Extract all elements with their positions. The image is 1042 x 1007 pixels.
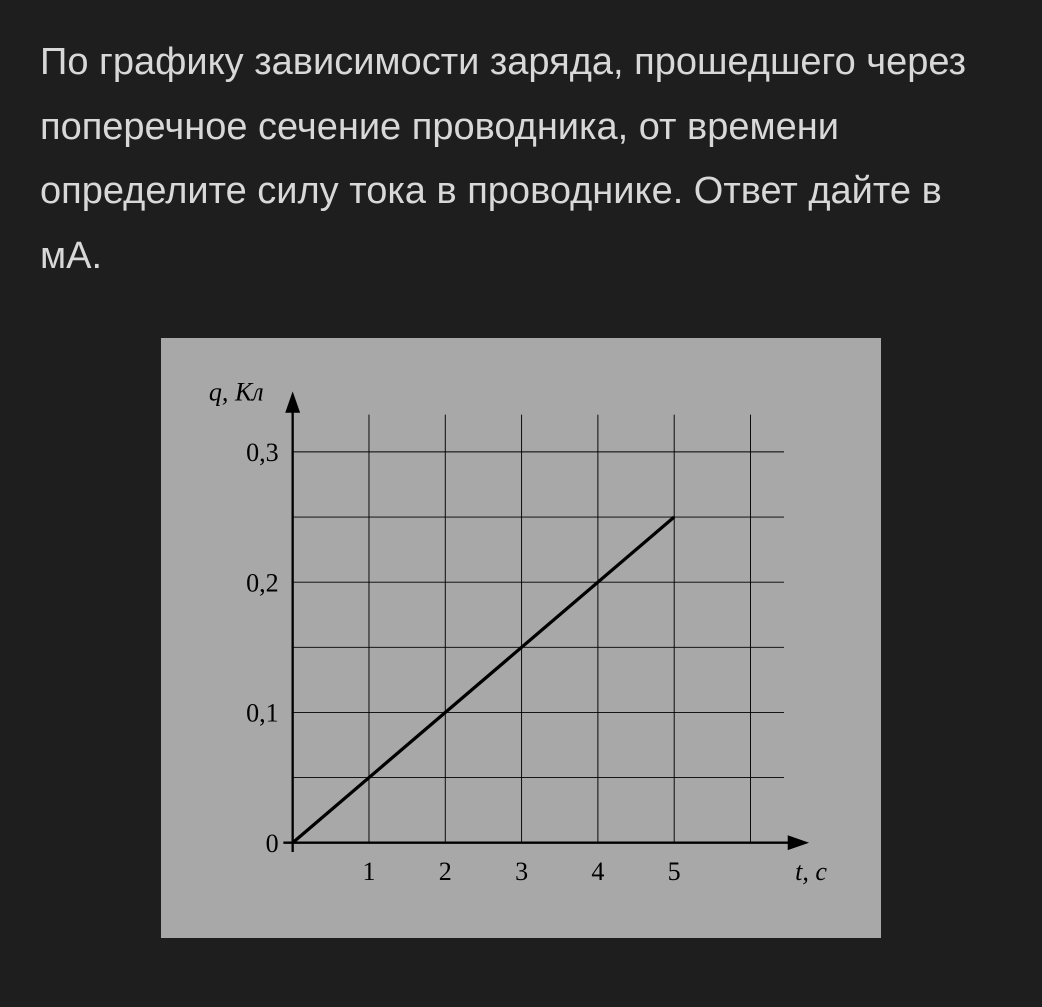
x-tick-label: 1 <box>362 857 375 886</box>
y-axis-label: q, Кл <box>209 378 264 407</box>
y-tick-label: 0,1 <box>246 699 279 728</box>
x-tick-label: 3 <box>515 857 528 886</box>
chart-wrapper: q, Кл <box>40 338 1002 938</box>
x-tick-label: 5 <box>668 857 681 886</box>
y-axis-arrow <box>285 392 300 413</box>
x-tick-label: 4 <box>591 857 604 886</box>
y-tick-label: 0 <box>266 829 279 858</box>
y-tick-label: 0,3 <box>246 439 279 468</box>
problem-statement: По графику зависимости заряда, прошедшег… <box>40 30 1002 288</box>
x-axis-label: t, с <box>795 857 827 886</box>
chart-data-line <box>293 517 675 843</box>
x-tick-label: 2 <box>439 857 452 886</box>
chart-container: q, Кл <box>161 338 881 938</box>
x-axis-arrow <box>788 836 809 851</box>
y-tick-label: 0,2 <box>246 569 279 598</box>
chart-svg: q, Кл <box>181 358 851 918</box>
